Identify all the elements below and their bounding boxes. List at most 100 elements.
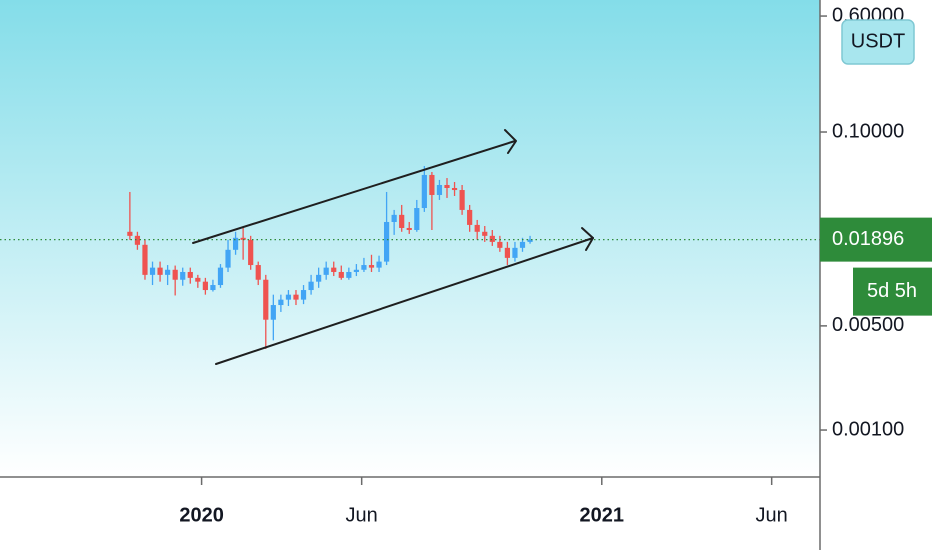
countdown-bg: [853, 267, 932, 316]
candle-body: [331, 267, 337, 272]
candle-body: [225, 249, 231, 268]
candle-body: [285, 294, 292, 300]
candle-body: [300, 290, 307, 300]
countdown-label: 5d 5h: [867, 280, 917, 302]
candle-body: [383, 221, 390, 262]
candle: [383, 191, 390, 266]
candle: [180, 267, 186, 286]
candle: [331, 261, 337, 277]
candle: [187, 267, 193, 284]
candle-body: [248, 239, 254, 266]
candle: [414, 199, 420, 232]
candle-body: [202, 281, 208, 291]
candle-body: [142, 244, 148, 275]
arrow-head: [581, 227, 594, 251]
candle-body: [134, 235, 141, 245]
candle: [255, 261, 261, 286]
candle: [157, 261, 163, 282]
candle-body: [406, 227, 412, 231]
candle-body: [217, 267, 224, 286]
candle: [232, 231, 239, 255]
currency-label[interactable]: USDT: [851, 30, 905, 52]
candle: [406, 221, 412, 234]
candle-body: [338, 271, 344, 278]
currency-button[interactable]: USDT: [841, 19, 915, 65]
candle: [527, 235, 533, 244]
candle: [308, 274, 314, 295]
x-tick-label: 2021: [580, 504, 625, 526]
candle: [300, 285, 307, 305]
candle: [225, 239, 231, 272]
candle-body: [180, 271, 186, 280]
candle-body: [436, 184, 443, 195]
candle-body: [376, 261, 382, 268]
candle: [474, 219, 480, 240]
candle: [444, 178, 450, 198]
x-tick-label: 2020: [179, 504, 224, 526]
x-tick-label: Jun: [756, 504, 788, 526]
candle-body: [255, 265, 261, 280]
candle-body: [489, 235, 495, 242]
channel-drawing: [192, 129, 594, 365]
candle: [127, 191, 133, 240]
candle: [293, 290, 299, 306]
candle: [368, 254, 375, 272]
plot: [0, 166, 820, 349]
candle-body: [353, 269, 359, 272]
candle: [270, 294, 276, 341]
candle: [149, 261, 156, 286]
candle: [338, 265, 344, 280]
candle-body: [278, 299, 284, 306]
candle-body: [391, 214, 397, 222]
candle: [429, 172, 435, 231]
candle: [489, 230, 495, 246]
candle: [263, 274, 269, 349]
candle-body: [316, 274, 322, 282]
currency-button-bg[interactable]: [841, 19, 915, 65]
price-label: 0.01896: [832, 228, 904, 250]
plot-background: [0, 0, 820, 477]
candle: [497, 235, 503, 252]
candle-body: [323, 267, 329, 275]
candle-body: [127, 231, 133, 236]
candle-body: [187, 271, 193, 278]
candle-body: [240, 237, 246, 240]
candle: [278, 294, 284, 312]
candle-body: [451, 188, 458, 191]
candle: [512, 241, 518, 262]
candle-body: [157, 267, 163, 275]
candle: [451, 181, 458, 197]
arrow-head: [504, 129, 517, 154]
candle: [165, 265, 171, 286]
lower-channel-line: [215, 237, 594, 365]
candle-body: [504, 247, 511, 258]
candle-body: [195, 277, 201, 282]
candle-body: [444, 184, 450, 189]
candle-body: [512, 247, 518, 258]
candle: [285, 290, 292, 306]
upper-channel-line: [192, 140, 516, 244]
candle-body: [346, 271, 352, 278]
candle: [467, 204, 473, 232]
candle: [459, 184, 465, 215]
y-tick-label: 0.10000: [832, 120, 904, 142]
candle: [376, 255, 382, 272]
candle: [323, 261, 329, 280]
candle: [316, 267, 322, 288]
candle-body: [467, 209, 473, 225]
candle-body: [414, 208, 420, 231]
candle: [142, 239, 148, 280]
candle: [134, 231, 141, 250]
candle-body: [519, 241, 526, 248]
candle: [391, 209, 397, 235]
candle-body: [474, 224, 480, 232]
candle: [353, 264, 359, 277]
candle: [399, 204, 405, 232]
candle: [421, 166, 427, 212]
candle-body: [270, 305, 276, 320]
candle-body: [429, 174, 435, 195]
candle-body: [527, 239, 533, 242]
candle-body: [308, 281, 314, 291]
